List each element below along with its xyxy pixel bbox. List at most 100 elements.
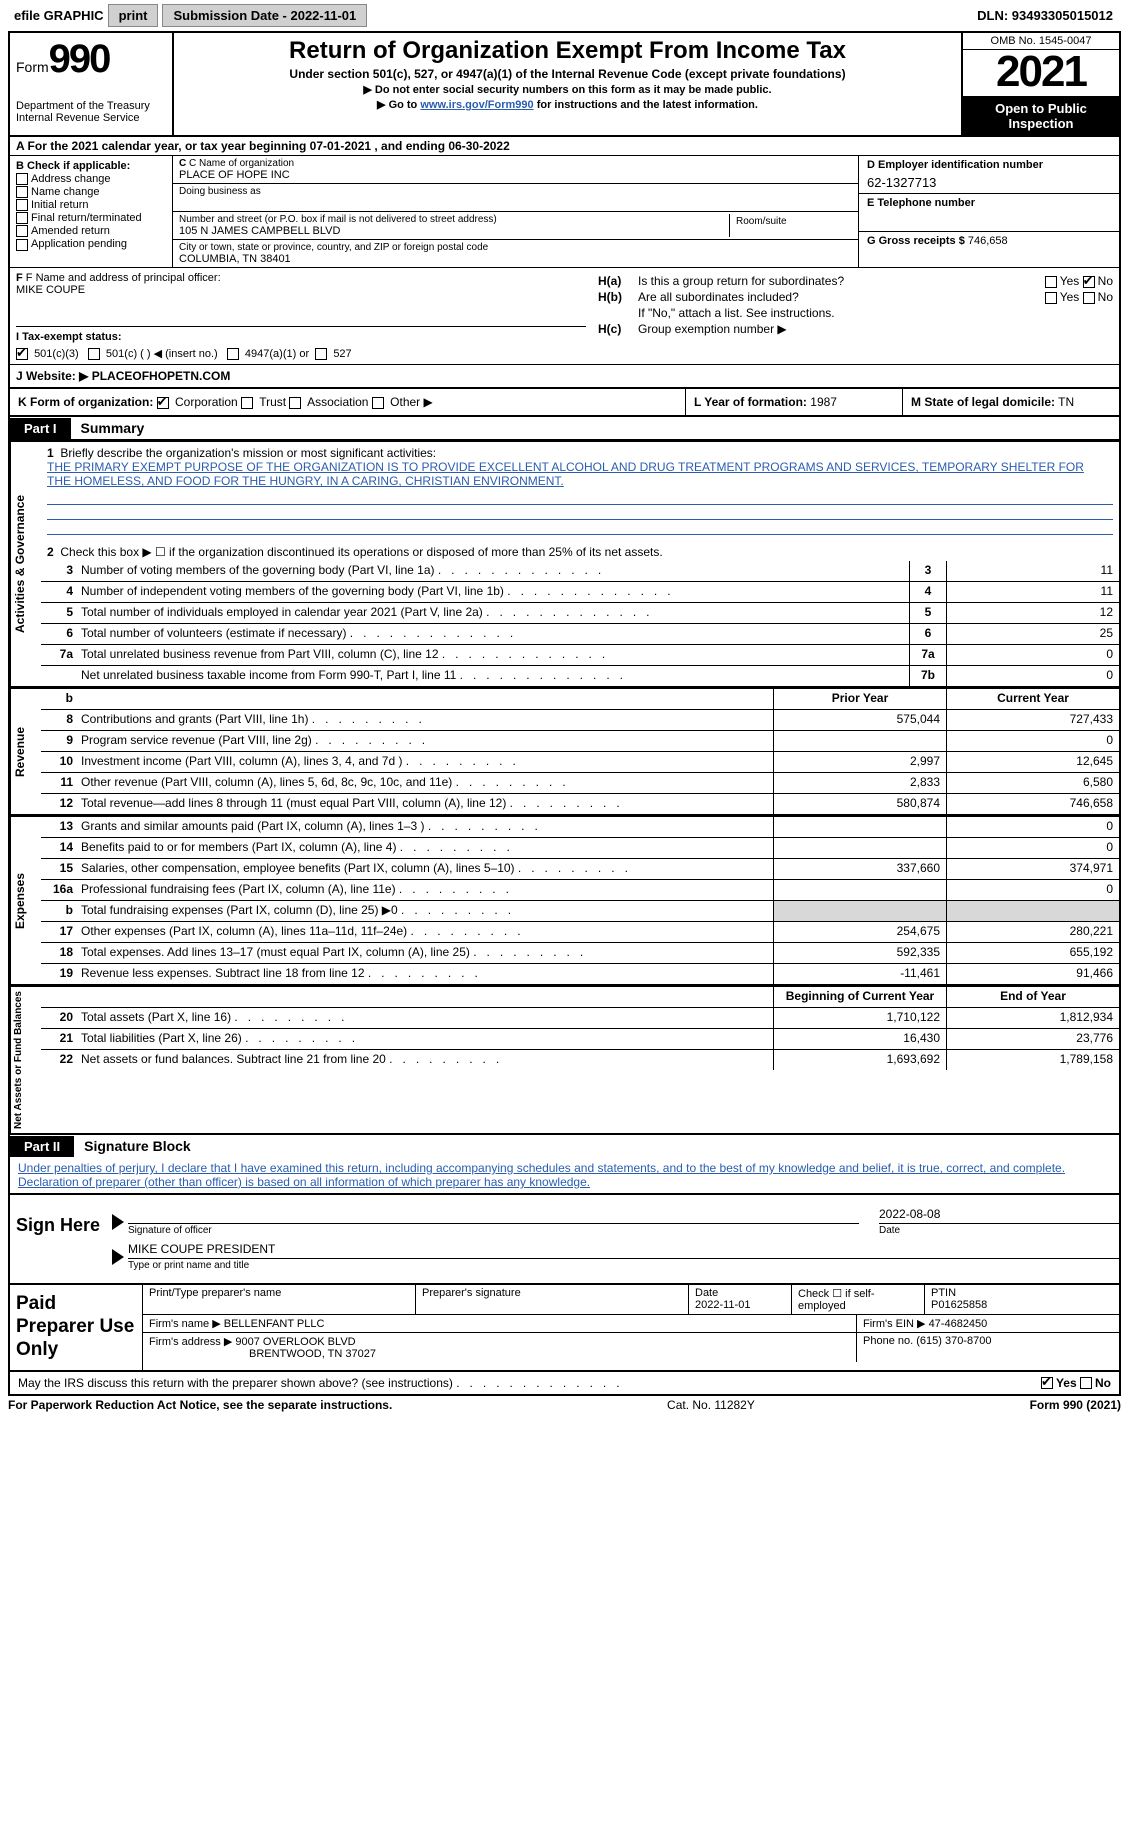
opt-other: Other ▶ <box>390 395 433 409</box>
ptin-label: PTIN <box>931 1287 1113 1299</box>
form-subtitle-2: ▶ Do not enter social security numbers o… <box>180 83 955 96</box>
year-formation: 1987 <box>810 395 837 409</box>
row-rows-r-1: 9 Program service revenue (Part VIII, li… <box>41 731 1119 752</box>
prior: 16,430 <box>773 1029 946 1049</box>
opt-initial-return: Initial return <box>31 199 88 211</box>
num: 20 <box>41 1008 77 1028</box>
hdr-beginning: Beginning of Current Year <box>773 987 946 1007</box>
gross-label: G Gross receipts $ <box>867 235 965 247</box>
type-name-label: Type or print name and title <box>128 1258 1119 1271</box>
discuss-text: May the IRS discuss this return with the… <box>18 1376 453 1390</box>
curr: 1,812,934 <box>946 1008 1119 1028</box>
chk-assoc[interactable] <box>289 397 301 409</box>
chk-initial-return[interactable] <box>16 199 28 211</box>
curr: 0 <box>946 880 1119 900</box>
chk-ha-yes[interactable] <box>1045 276 1057 288</box>
ha-label: H(a) <box>598 274 638 288</box>
hb-label: H(b) <box>598 290 638 304</box>
top-toolbar: efile GRAPHIC print Submission Date - 20… <box>0 0 1129 31</box>
num: 22 <box>41 1050 77 1070</box>
chk-4947[interactable] <box>227 348 239 360</box>
box: 3 <box>909 561 946 581</box>
section-activities: Activities & Governance 1 Briefly descri… <box>10 441 1119 688</box>
ha-yes: Yes <box>1060 274 1080 288</box>
irs-label: Internal Revenue Service <box>16 112 166 124</box>
form-title: Return of Organization Exempt From Incom… <box>180 37 955 65</box>
box: 5 <box>909 603 946 623</box>
dept-treasury: Department of the Treasury <box>16 100 166 112</box>
col-f-officer: F F Name and address of principal office… <box>10 268 592 364</box>
print-button[interactable]: print <box>108 4 159 27</box>
col-h-group: H(a) Is this a group return for subordin… <box>592 268 1119 364</box>
chk-501c3[interactable] <box>16 348 28 360</box>
row-rows-e-7: 19 Revenue less expenses. Subtract line … <box>41 964 1119 984</box>
header-mid: Return of Organization Exempt From Incom… <box>174 33 961 135</box>
row-rows-e-6: 18 Total expenses. Add lines 13–17 (must… <box>41 943 1119 964</box>
tel-label: E Telephone number <box>867 197 1111 209</box>
tel-value <box>867 213 1111 228</box>
prior <box>773 901 946 921</box>
opt-assoc: Association <box>307 395 368 409</box>
sig-blank <box>128 1207 859 1223</box>
dln-label: DLN: 93493305015012 <box>977 8 1121 23</box>
prep-sig-label: Preparer's signature <box>422 1287 682 1299</box>
declaration-text: Under penalties of perjury, I declare th… <box>10 1157 1119 1193</box>
line2-text: Check this box ▶ ☐ if the organization d… <box>60 545 662 559</box>
irs-link[interactable]: www.irs.gov/Form990 <box>420 99 533 111</box>
num: 4 <box>41 582 77 602</box>
num: 18 <box>41 943 77 963</box>
row-rows-e-1: 14 Benefits paid to or for members (Part… <box>41 838 1119 859</box>
form-footer: Form 990 (2021) <box>1030 1398 1121 1412</box>
chk-527[interactable] <box>315 348 327 360</box>
chk-discuss-no[interactable] <box>1080 1377 1092 1389</box>
text: Total fundraising expenses (Part IX, col… <box>77 901 773 921</box>
num: 12 <box>41 794 77 814</box>
ha-no: No <box>1098 274 1113 288</box>
dba-value <box>179 197 852 209</box>
row-j-website: J Website: ▶ PLACEOFHOPETN.COM <box>10 365 1119 389</box>
chk-trust[interactable] <box>241 397 253 409</box>
num: 11 <box>41 773 77 793</box>
chk-discuss-yes[interactable] <box>1041 1377 1053 1389</box>
state-domicile: TN <box>1058 395 1074 409</box>
curr: 0 <box>946 838 1119 858</box>
chk-ha-no[interactable] <box>1083 276 1095 288</box>
opt-trust: Trust <box>259 395 286 409</box>
row-k: K Form of organization: Corporation Trus… <box>10 389 1119 417</box>
section-expenses: Expenses 13 Grants and similar amounts p… <box>10 816 1119 986</box>
num: 5 <box>41 603 77 623</box>
city-value: COLUMBIA, TN 38401 <box>179 253 852 265</box>
chk-name-change[interactable] <box>16 186 28 198</box>
prior <box>773 880 946 900</box>
chk-app-pending[interactable] <box>16 239 28 251</box>
prior: 2,833 <box>773 773 946 793</box>
chk-final-return[interactable] <box>16 212 28 224</box>
sign-here-label: Sign Here <box>10 1195 112 1283</box>
chk-address-change[interactable] <box>16 173 28 185</box>
chk-hb-no[interactable] <box>1083 292 1095 304</box>
mission-label: Briefly describe the organization's miss… <box>60 446 436 460</box>
col-b-checkboxes: B Check if applicable: Address change Na… <box>10 156 173 267</box>
section-revenue: Revenue b Prior Year Current Year 8 Cont… <box>10 688 1119 816</box>
year-formation-label: L Year of formation: <box>694 395 807 409</box>
row-rows-r-4: 12 Total revenue—add lines 8 through 11 … <box>41 794 1119 814</box>
chk-501c[interactable] <box>88 348 100 360</box>
arrow-icon-2 <box>112 1249 124 1265</box>
chk-amended[interactable] <box>16 225 28 237</box>
header-right: OMB No. 1545-0047 2021 Open to Public In… <box>961 33 1119 135</box>
prior: 575,044 <box>773 710 946 730</box>
opt-501c: 501(c) ( ) ◀ (insert no.) <box>106 348 218 360</box>
chk-corp[interactable] <box>157 397 169 409</box>
chk-other[interactable] <box>372 397 384 409</box>
room-label: Room/suite <box>730 214 852 237</box>
prior: 254,675 <box>773 922 946 942</box>
row-g-7a: 7a Total unrelated business revenue from… <box>41 645 1119 666</box>
curr: 655,192 <box>946 943 1119 963</box>
prior <box>773 838 946 858</box>
part1-tab: Part I <box>10 418 71 439</box>
gross-value: 746,658 <box>968 235 1008 247</box>
block-bcd: B Check if applicable: Address change Na… <box>10 156 1119 268</box>
submission-date-button[interactable]: Submission Date - 2022-11-01 <box>162 4 367 27</box>
prep-name-label: Print/Type preparer's name <box>149 1287 409 1299</box>
chk-hb-yes[interactable] <box>1045 292 1057 304</box>
